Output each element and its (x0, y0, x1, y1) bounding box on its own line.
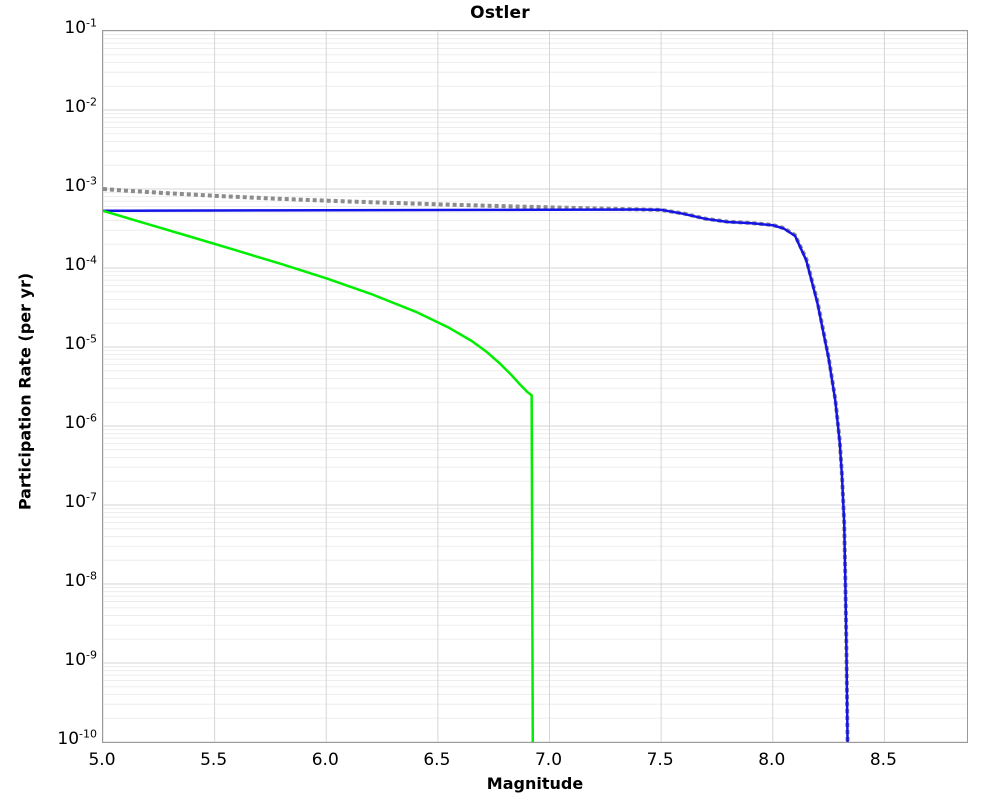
y-tick-label: 10-7 (64, 490, 97, 512)
blue-curve (103, 208, 849, 742)
y-tick-label: 10-5 (64, 332, 97, 354)
x-tick-label: 5.5 (200, 750, 228, 770)
y-axis-title: Participation Rate (per yr) (15, 272, 35, 511)
x-tick-label: 6.0 (311, 750, 339, 770)
x-tick-label: 5.0 (88, 750, 116, 770)
y-axis-tick-labels: 10-1 10-2 10-3 10-4 10-5 10-6 10-7 10-8 10-9 10-1… (0, 0, 97, 800)
y-tick-label: 10-8 (64, 569, 97, 591)
x-tick-label: 7.5 (646, 750, 674, 770)
major-y-gridlines (103, 31, 967, 742)
y-tick-label: 10-4 (64, 253, 97, 275)
green-curve (103, 209, 535, 742)
data-series-layer (103, 187, 850, 742)
y-tick-label: 10-10 (57, 727, 97, 749)
y-tick-label: 10-3 (64, 174, 97, 196)
x-tick-label: 7.0 (534, 750, 563, 770)
x-tick-label: 6.5 (423, 750, 451, 770)
plot-area (102, 30, 968, 743)
y-tick-label: 10-6 (64, 411, 97, 433)
x-tick-label: 8.5 (869, 750, 897, 770)
major-x-gridlines (103, 31, 885, 742)
y-tick-label: 10-9 (64, 648, 97, 670)
plot-svg (103, 31, 967, 742)
chart-title: Ostler (470, 3, 530, 23)
y-tick-label: 10-1 (64, 16, 97, 38)
minor-gridlines (103, 34, 967, 719)
x-axis-title: Magnitude (486, 774, 584, 793)
y-tick-label: 10-2 (64, 95, 97, 117)
x-tick-label: 8.0 (758, 750, 786, 770)
